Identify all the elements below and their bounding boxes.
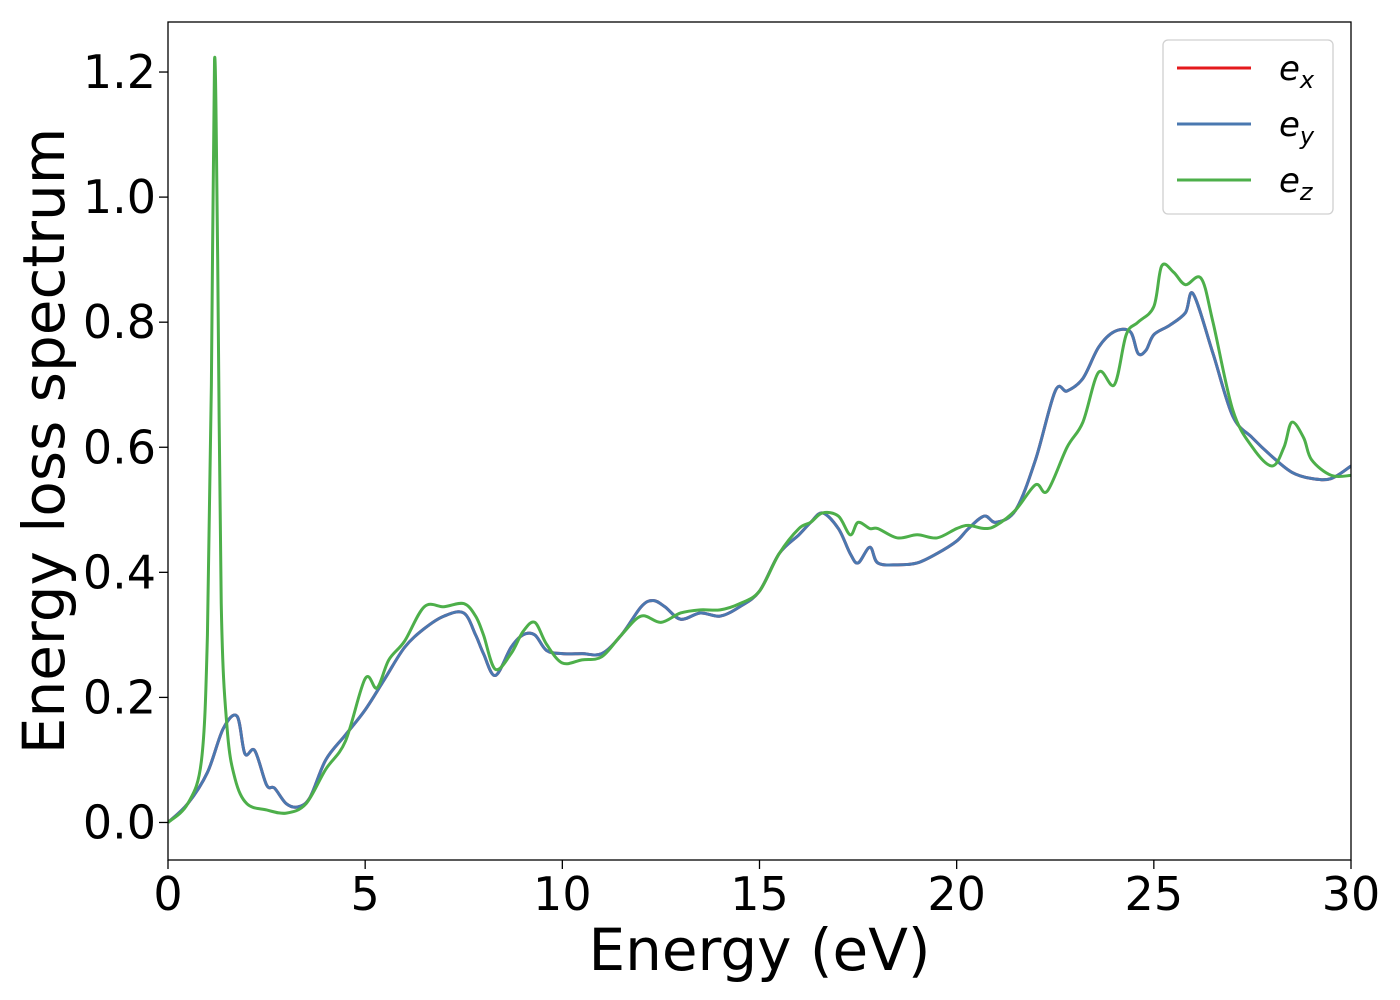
x-axis: 0 5 10 15 20 25 30 bbox=[153, 860, 1380, 921]
legend-label-y: ey bbox=[1279, 105, 1315, 150]
y-axis: 0.0 0.2 0.4 0.6 0.8 1.0 1.2 bbox=[83, 45, 168, 849]
y-tick-label: 0.6 bbox=[83, 420, 156, 474]
y-tick-label: 0.0 bbox=[83, 795, 156, 849]
x-tick-label: 20 bbox=[927, 867, 986, 921]
y-tick-label: 0.2 bbox=[83, 670, 156, 724]
x-tick-label: 25 bbox=[1125, 867, 1184, 921]
y-tick-label: 1.0 bbox=[83, 170, 156, 224]
legend-box bbox=[1162, 39, 1334, 215]
y-tick-label: 0.4 bbox=[83, 545, 156, 599]
y-axis-title: Energy loss spectrum bbox=[10, 128, 78, 754]
legend-label-z: ez bbox=[1279, 161, 1314, 206]
legend: ex ey ez bbox=[1162, 39, 1334, 215]
y-tick-label: 0.8 bbox=[83, 295, 156, 349]
x-tick-label: 30 bbox=[1322, 867, 1381, 921]
x-tick-label: 15 bbox=[730, 867, 789, 921]
y-tick-label: 1.2 bbox=[83, 45, 156, 99]
x-tick-label: 10 bbox=[533, 867, 592, 921]
x-tick-label: 5 bbox=[351, 867, 380, 921]
x-axis-title: Energy (eV) bbox=[588, 916, 930, 984]
x-tick-label: 0 bbox=[153, 867, 182, 921]
series-layer bbox=[168, 55, 1351, 824]
series-line-z bbox=[168, 55, 1351, 824]
legend-label-x: ex bbox=[1279, 49, 1315, 94]
